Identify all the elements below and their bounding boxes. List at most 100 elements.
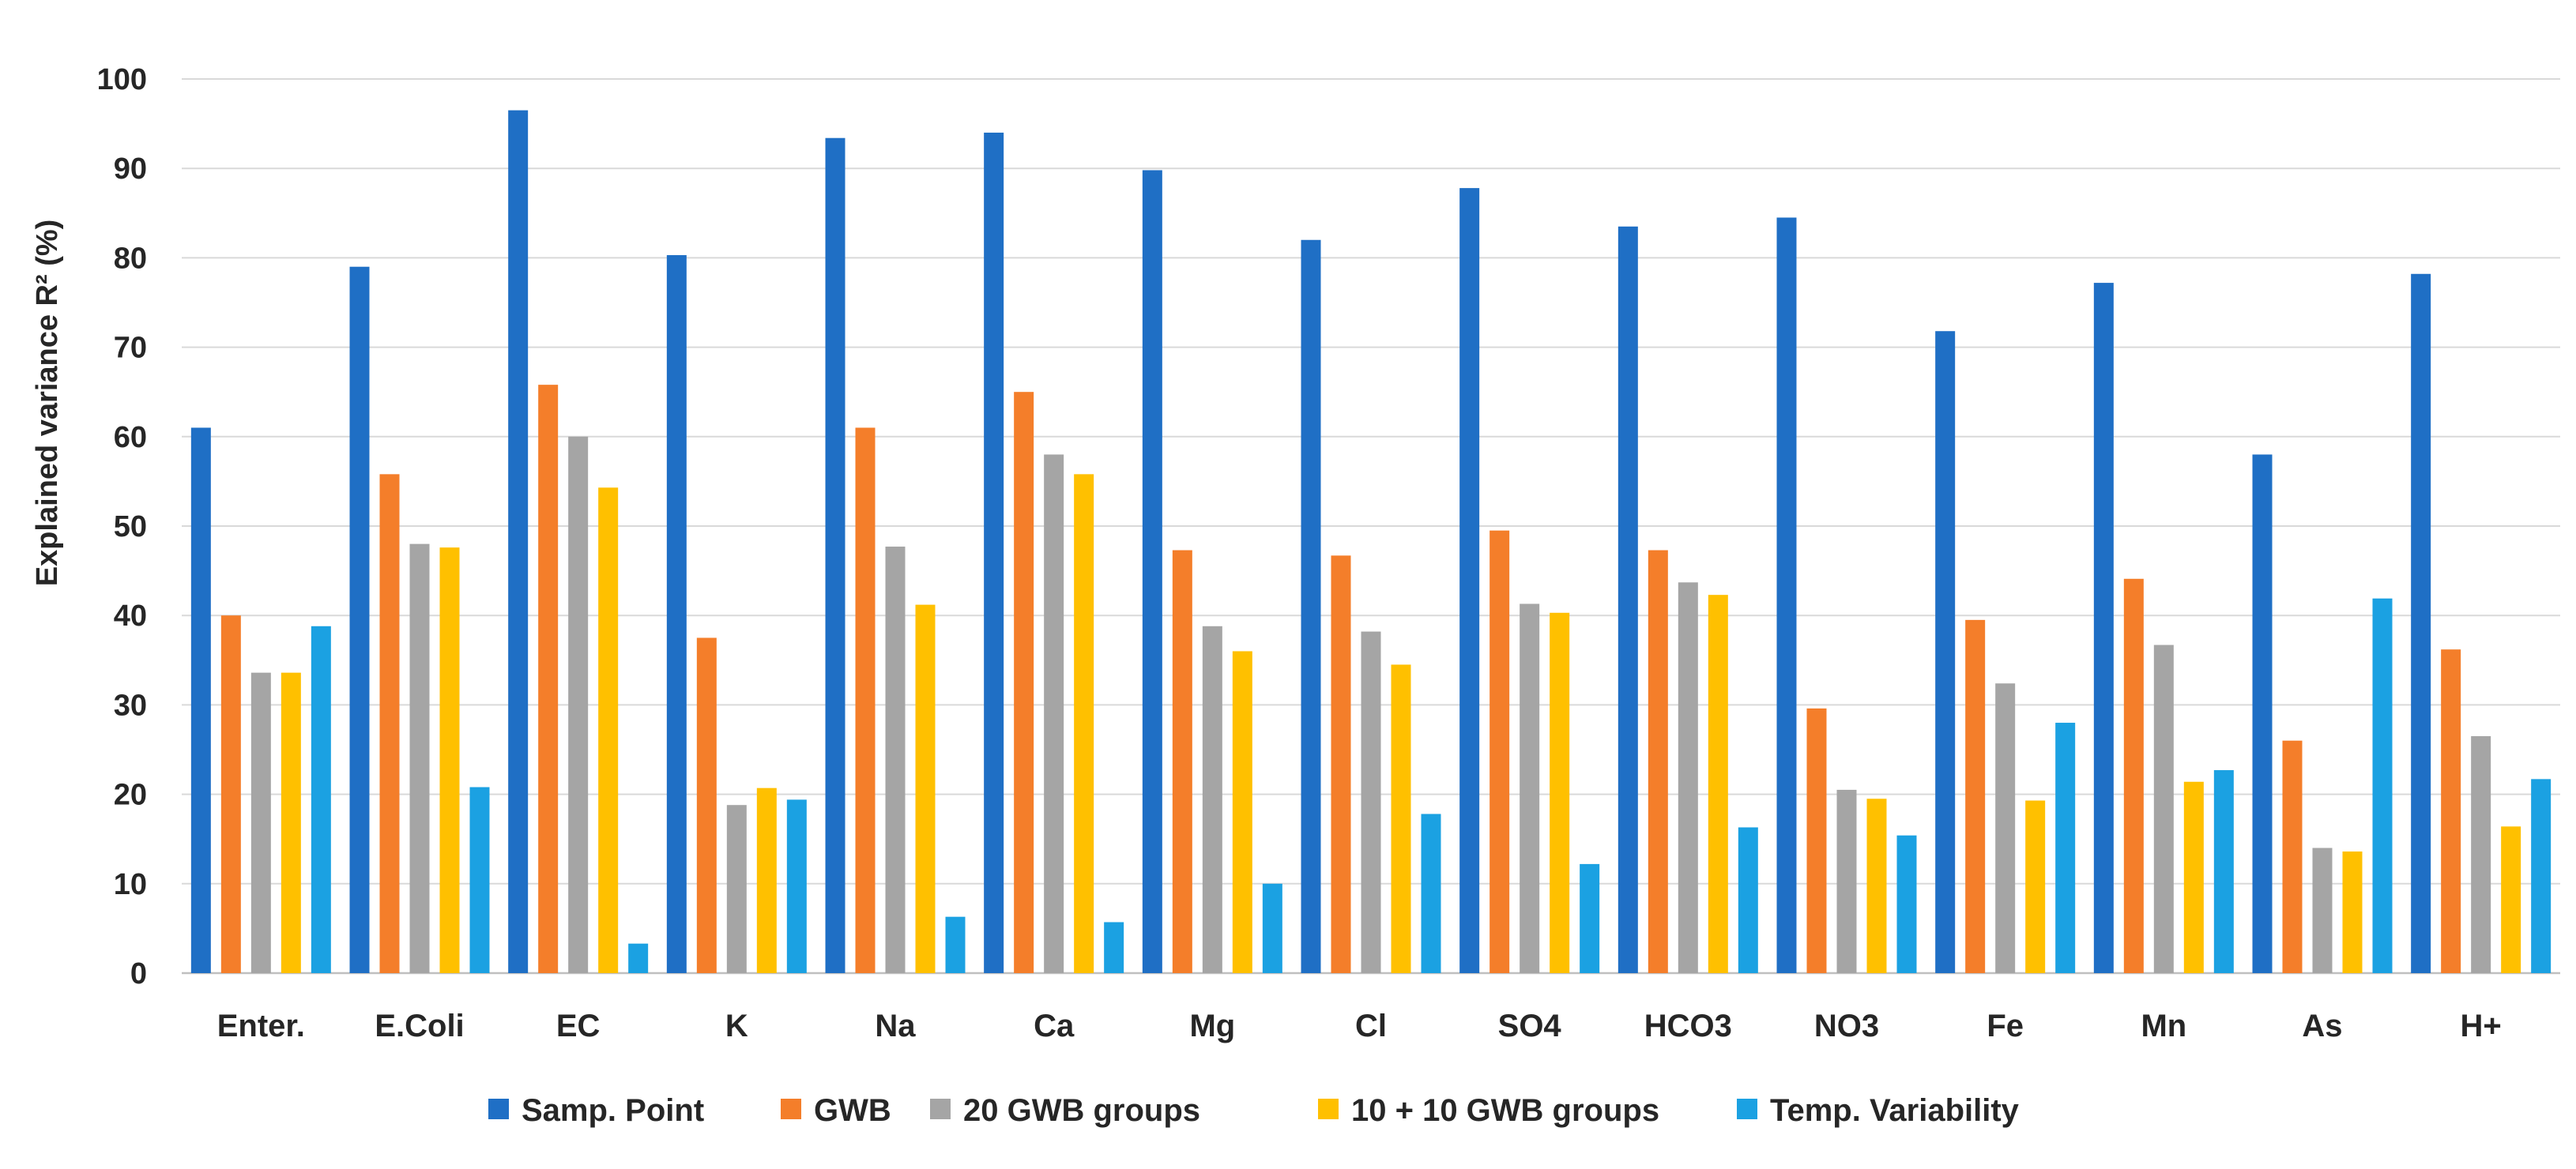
x-category-label: K	[725, 1009, 748, 1043]
bar-mn-series-5	[2214, 770, 2234, 973]
bar-h-series-1	[2411, 274, 2431, 973]
x-category-label: Mg	[1189, 1009, 1235, 1043]
bar-as-series-1	[2253, 454, 2273, 973]
x-category-label: EC	[556, 1009, 601, 1043]
bar-no3-series-4	[1867, 799, 1887, 973]
legend-swatch	[781, 1099, 801, 1119]
bar-enter-series-5	[311, 626, 331, 973]
bar-ec-series-3	[568, 437, 588, 973]
bar-ec-series-2	[538, 385, 558, 973]
y-tick-label: 100	[97, 63, 147, 96]
bar-mn-series-4	[2184, 782, 2204, 973]
legend: Samp. Point GWB 20 GWB groups 10 + 10 GWB g…	[488, 1093, 2020, 1128]
bar-cl-series-2	[1331, 555, 1351, 973]
bar-so4-series-1	[1459, 188, 1479, 973]
bar-no3-series-2	[1807, 709, 1827, 973]
legend-swatch	[1737, 1099, 1757, 1119]
bar-h-series-3	[2471, 736, 2491, 973]
bar-cl-series-5	[1422, 814, 1441, 973]
legend-label: GWB	[814, 1093, 891, 1128]
bars	[191, 111, 2551, 973]
x-category-label: Fe	[1987, 1009, 2024, 1043]
bar-hco3-series-3	[1678, 582, 1698, 973]
legend-label: 10 + 10 GWB groups	[1351, 1093, 1659, 1128]
bar-k-series-2	[697, 638, 717, 974]
bar-mg-series-1	[1143, 170, 1162, 973]
y-tick-label: 20	[114, 779, 147, 812]
bar-no3-series-3	[1837, 790, 1857, 973]
bar-h-series-5	[2531, 779, 2551, 973]
bar-na-series-5	[946, 917, 966, 973]
bar-cl-series-4	[1392, 664, 1411, 973]
y-tick-label: 30	[114, 689, 147, 722]
bar-ca-series-4	[1074, 474, 1094, 973]
bar-as-series-4	[2343, 851, 2363, 973]
legend-label: Samp. Point	[522, 1093, 704, 1128]
bar-so4-series-5	[1580, 864, 1599, 973]
bar-ecoli-series-2	[380, 474, 400, 973]
legend-item: 10 + 10 GWB groups	[1318, 1093, 1659, 1128]
bar-so4-series-2	[1489, 531, 1509, 973]
bar-k-series-1	[667, 255, 687, 973]
bar-so4-series-3	[1520, 603, 1539, 973]
bar-k-series-5	[787, 799, 807, 973]
bar-k-series-3	[727, 805, 747, 973]
legend-label: 20 GWB groups	[963, 1093, 1200, 1128]
x-category-label: Cl	[1355, 1009, 1387, 1043]
x-category-label: H+	[2461, 1009, 2502, 1043]
bar-na-series-3	[886, 547, 906, 973]
x-category-label: SO4	[1498, 1009, 1562, 1043]
bar-ca-series-1	[984, 133, 1004, 973]
bar-mg-series-4	[1233, 651, 1252, 973]
bar-ca-series-3	[1044, 454, 1064, 973]
bar-chart: 0102030405060708090100 Enter. E.Coli EC K Na…	[0, 0, 2576, 1165]
y-tick-label: 40	[114, 600, 147, 633]
bar-ecoli-series-5	[470, 787, 490, 973]
x-axis-categories: Enter. E.Coli EC K Na Ca Mg Cl SO4 HCO3 NO3 Fe Mn As H…	[217, 1009, 2502, 1043]
bar-so4-series-4	[1550, 613, 1569, 973]
x-category-label: E.Coli	[375, 1009, 464, 1043]
bar-ec-series-4	[598, 487, 618, 973]
bar-k-series-4	[757, 788, 777, 973]
bar-ecoli-series-3	[410, 544, 430, 973]
x-category-label: Mn	[2141, 1009, 2186, 1043]
bar-ecoli-series-4	[440, 547, 460, 973]
y-tick-label: 60	[114, 421, 147, 454]
y-axis-ticks: 0 10 20 30 40 50 60 70 80 90 100	[97, 63, 147, 990]
bar-na-series-4	[916, 605, 936, 973]
bar-ec-series-1	[508, 111, 528, 973]
bar-mn-series-1	[2094, 283, 2114, 973]
legend-swatch	[488, 1099, 509, 1119]
bar-no3-series-5	[1897, 836, 1917, 973]
y-tick-label: 70	[114, 332, 147, 365]
bar-hco3-series-4	[1708, 595, 1728, 973]
bar-mg-series-5	[1263, 884, 1282, 973]
bar-cl-series-1	[1301, 240, 1321, 973]
bar-fe-series-3	[1995, 683, 2015, 973]
legend-swatch	[1318, 1099, 1339, 1119]
bar-mn-series-2	[2124, 579, 2144, 973]
bar-fe-series-5	[2055, 723, 2075, 973]
bar-enter-series-4	[281, 673, 301, 973]
chart-container: 0 10 20 30 40 50 60 70 80 90 100 Enter. E.Coli EC K Na…	[0, 0, 2576, 1165]
x-category-label: As	[2302, 1009, 2342, 1043]
legend-item: GWB	[781, 1093, 891, 1128]
x-category-label: Enter.	[217, 1009, 305, 1043]
bar-enter-series-1	[191, 427, 211, 973]
legend-item: 20 GWB groups	[930, 1093, 1200, 1128]
bar-h-series-4	[2501, 826, 2521, 973]
bar-ecoli-series-1	[350, 267, 370, 973]
bar-na-series-2	[856, 427, 876, 973]
legend-item: Temp. Variability	[1737, 1093, 2020, 1128]
bar-as-series-2	[2283, 741, 2303, 973]
y-tick-label: 0	[130, 957, 147, 990]
x-category-label: NO3	[1814, 1009, 1879, 1043]
bar-ca-series-2	[1014, 392, 1034, 973]
bar-mg-series-2	[1173, 551, 1192, 973]
bar-as-series-5	[2373, 599, 2393, 973]
bar-as-series-3	[2313, 848, 2333, 973]
bar-enter-series-2	[221, 615, 241, 973]
bar-hco3-series-2	[1648, 551, 1668, 973]
y-tick-label: 50	[114, 510, 147, 543]
bar-no3-series-1	[1777, 217, 1797, 973]
